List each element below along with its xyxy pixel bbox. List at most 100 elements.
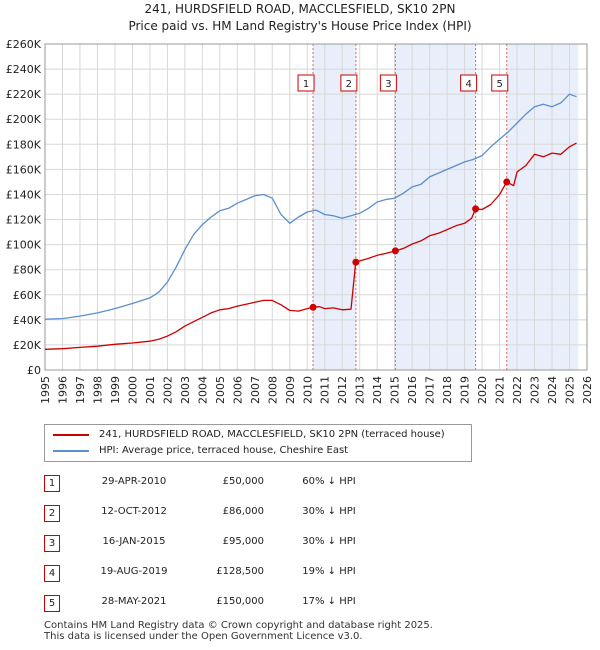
x-tick-label: 2022 xyxy=(511,376,524,404)
shaded-period xyxy=(313,44,356,370)
sale-point xyxy=(391,247,399,255)
sale-price: £86,000 xyxy=(222,506,264,517)
sale-hpi-diff: 30% ↓ HPI xyxy=(302,536,356,547)
sale-number-badge: 5 xyxy=(44,595,60,612)
x-tick-label: 2014 xyxy=(371,376,384,404)
y-tick-label: £260K xyxy=(6,38,42,51)
x-tick-label: 2013 xyxy=(354,376,367,404)
sale-date: 12-OCT-2012 xyxy=(101,506,167,517)
table-row: 1 29-APR-2010 £50,000 60% ↓ HPI xyxy=(44,472,464,502)
legend-label-hpi: HPI: Average price, terraced house, Ches… xyxy=(99,445,349,456)
x-tick-label: 2012 xyxy=(336,376,349,404)
sale-label-box xyxy=(460,74,478,92)
sale-point xyxy=(503,178,511,186)
x-tick-label: 1999 xyxy=(109,376,122,404)
y-tick-label: £140K xyxy=(6,188,42,201)
x-tick-label: 1997 xyxy=(74,376,87,404)
sale-date: 28-MAY-2021 xyxy=(101,596,167,607)
table-row: 5 28-MAY-2021 £150,000 17% ↓ HPI xyxy=(44,592,464,622)
footer-licence: This data is licensed under the Open Gov… xyxy=(44,631,363,642)
x-tick-label: 2001 xyxy=(144,376,157,404)
hpi-line xyxy=(44,93,577,320)
sale-label-box xyxy=(491,74,509,92)
sale-price: £50,000 xyxy=(222,476,264,487)
y-tick-label: £40K xyxy=(13,314,42,327)
shaded-period xyxy=(395,44,476,370)
x-tick-label: 2026 xyxy=(581,376,594,404)
y-tick-label: £60K xyxy=(13,289,42,302)
sale-label-text: 3 xyxy=(385,79,391,90)
x-tick-label: 2002 xyxy=(161,376,174,404)
y-tick-label: £0 xyxy=(27,364,41,377)
sale-label-box xyxy=(340,74,358,92)
x-tick-label: 2010 xyxy=(301,376,314,404)
x-tick-label: 2015 xyxy=(389,376,402,404)
sale-point xyxy=(352,258,360,266)
plot-border xyxy=(44,43,588,371)
chart-subtitle: Price paid vs. HM Land Registry's House … xyxy=(128,19,472,33)
sale-hpi-diff: 30% ↓ HPI xyxy=(302,506,356,517)
x-tick-label: 2011 xyxy=(319,376,332,404)
x-tick-label: 2006 xyxy=(231,376,244,404)
table-row: 4 19-AUG-2019 £128,500 19% ↓ HPI xyxy=(44,562,464,592)
x-tick-label: 2005 xyxy=(214,376,227,404)
y-tick-label: £240K xyxy=(6,63,42,76)
legend-swatch-hpi xyxy=(53,450,89,452)
x-tick-label: 2003 xyxy=(179,376,192,404)
sale-label-text: 2 xyxy=(346,79,352,90)
sale-label-text: 5 xyxy=(497,79,503,90)
x-tick-label: 2007 xyxy=(249,376,262,404)
x-tick-label: 2024 xyxy=(546,376,559,404)
legend-swatch-property xyxy=(53,434,89,436)
x-tick-label: 2004 xyxy=(196,376,209,404)
y-tick-label: £20K xyxy=(13,339,42,352)
sales-table: 1 29-APR-2010 £50,000 60% ↓ HPI 2 12-OCT… xyxy=(44,472,464,622)
y-tick-label: £80K xyxy=(13,264,42,277)
sale-hpi-diff: 19% ↓ HPI xyxy=(302,566,356,577)
x-tick-label: 2017 xyxy=(424,376,437,404)
x-tick-label: 2000 xyxy=(126,376,139,404)
y-tick-label: £100K xyxy=(6,239,42,252)
sale-number-badge: 4 xyxy=(44,565,60,582)
legend-label-property: 241, HURDSFIELD ROAD, MACCLESFIELD, SK10… xyxy=(99,429,445,440)
table-row: 3 16-JAN-2015 £95,000 30% ↓ HPI xyxy=(44,532,464,562)
sale-date: 19-AUG-2019 xyxy=(100,566,168,577)
chart-title: 241, HURDSFIELD ROAD, MACCLESFIELD, SK10… xyxy=(144,2,456,16)
sale-hpi-diff: 60% ↓ HPI xyxy=(302,476,356,487)
x-tick-label: 2016 xyxy=(406,376,419,404)
shaded-period xyxy=(506,44,579,370)
sale-number-badge: 1 xyxy=(44,475,60,492)
x-tick-label: 2020 xyxy=(476,376,489,404)
sale-number-badge: 2 xyxy=(44,505,60,522)
sale-label-text: 4 xyxy=(465,79,471,90)
x-tick-label: 2009 xyxy=(284,376,297,404)
x-tick-label: 1995 xyxy=(39,376,52,404)
sale-date: 29-APR-2010 xyxy=(101,476,167,487)
sale-price: £95,000 xyxy=(222,536,264,547)
x-tick-label: 2018 xyxy=(441,376,454,404)
footer-attribution: Contains HM Land Registry data © Crown c… xyxy=(44,620,433,642)
table-row: 2 12-OCT-2012 £86,000 30% ↓ HPI xyxy=(44,502,464,532)
sale-point xyxy=(309,303,317,311)
y-tick-label: £220K xyxy=(6,88,42,101)
sale-label-box xyxy=(297,74,315,92)
x-tick-label: 2023 xyxy=(529,376,542,404)
property-price-line xyxy=(44,142,577,350)
x-tick-label: 2021 xyxy=(494,376,507,404)
y-tick-label: £160K xyxy=(6,163,42,176)
x-tick-label: 1996 xyxy=(56,376,69,404)
x-tick-label: 2008 xyxy=(266,376,279,404)
sale-date: 16-JAN-2015 xyxy=(102,536,166,547)
x-tick-label: 1998 xyxy=(91,376,104,404)
sale-hpi-diff: 17% ↓ HPI xyxy=(302,596,356,607)
y-tick-label: £120K xyxy=(6,214,42,227)
chart-legend: 241, HURDSFIELD ROAD, MACCLESFIELD, SK10… xyxy=(44,424,472,462)
sale-label-text: 1 xyxy=(303,79,309,90)
footer-copyright: Contains HM Land Registry data © Crown c… xyxy=(44,620,433,631)
x-tick-label: 2019 xyxy=(459,376,472,404)
y-tick-label: £180K xyxy=(6,138,42,151)
sale-number-badge: 3 xyxy=(44,535,60,552)
sale-point xyxy=(472,205,480,213)
y-tick-label: £200K xyxy=(6,113,42,126)
sale-label-box xyxy=(379,74,397,92)
